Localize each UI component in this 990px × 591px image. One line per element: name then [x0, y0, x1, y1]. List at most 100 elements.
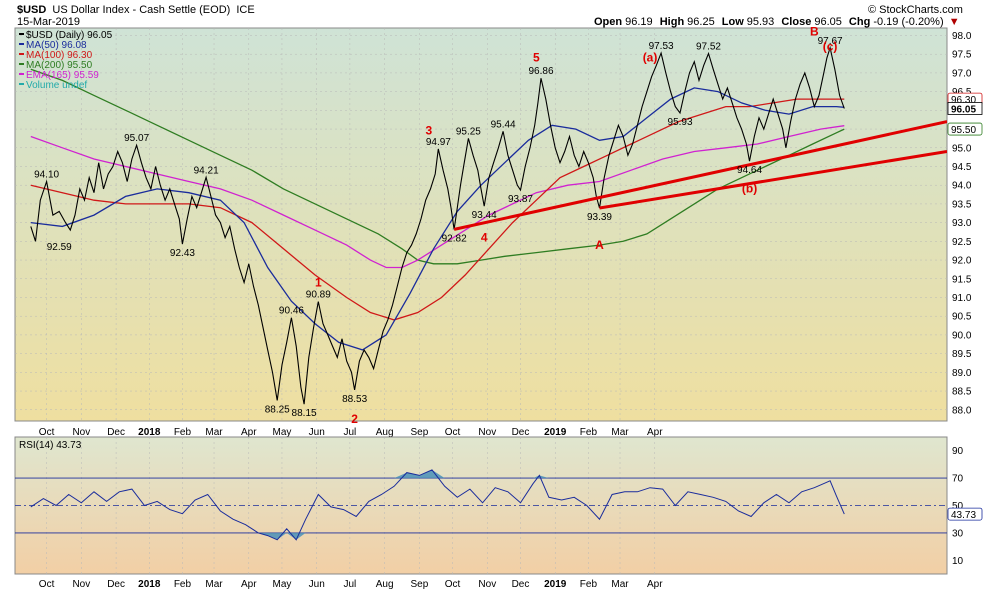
- price-y-tick: 92.5: [952, 237, 972, 248]
- price-x-tick: Dec: [512, 427, 530, 438]
- rsi-x-axis: Oct Nov Dec 2018 Feb Mar Apr May Jun Jul Aug Sep Oct…: [39, 579, 663, 590]
- rsi-y-axis: 90 70 50 30 10: [952, 446, 964, 567]
- legend-item: MA(200) 95.50: [26, 60, 93, 71]
- price-annotation: 97.52: [696, 41, 721, 52]
- rsi-line: [30, 469, 845, 541]
- watermark: © StockCharts.com: [868, 4, 963, 16]
- price-y-tick: 88.5: [952, 387, 972, 398]
- price-y-tick: 93.0: [952, 218, 972, 229]
- price-annotation: 94.21: [194, 165, 219, 176]
- price-x-tick: Nov: [72, 427, 90, 438]
- price-x-tick: 2019: [544, 427, 567, 438]
- price-annotation: 97.67: [818, 36, 843, 47]
- price-x-tick: Apr: [647, 427, 663, 438]
- price-x-tick: Nov: [478, 427, 496, 438]
- price-annotation: 92.82: [442, 233, 467, 244]
- price-y-tick: 89.0: [952, 368, 972, 379]
- wave-label: (a): [643, 51, 658, 65]
- chart-date: 15-Mar-2019: [17, 16, 80, 28]
- price-x-axis: Oct Nov Dec 2018 Feb Mar Apr May Jun Jul Aug Sep Oct…: [39, 427, 663, 438]
- chart-header: $USD US Dollar Index - Cash Settle (EOD)…: [17, 4, 963, 28]
- rsi-x-tick: Nov: [478, 579, 496, 590]
- rsi-x-tick: Apr: [241, 579, 257, 590]
- price-annotation: 88.25: [265, 404, 290, 415]
- legend-item: EMA(165) 95.59: [26, 70, 99, 81]
- svg-text:$USD US Dollar Index - C: $USD US Dollar Index - Cash Settle (EOD)…: [17, 4, 255, 16]
- price-y-tick: 89.5: [952, 349, 972, 360]
- price-y-tick: 96.5: [952, 87, 972, 98]
- price-tag-box: [947, 102, 983, 115]
- rsi-y-tick: 10: [952, 556, 964, 567]
- price-annotation: 94.64: [737, 165, 762, 176]
- wave-label: (b): [742, 182, 757, 196]
- price-annotation: 96.86: [529, 66, 554, 77]
- rsi-gridlines: [15, 437, 947, 574]
- legend-item: Volume undef: [26, 80, 87, 91]
- price-y-tick: 95.0: [952, 143, 972, 154]
- rsi-x-tick: Apr: [647, 579, 663, 590]
- price-y-tick: 94.5: [952, 162, 972, 173]
- rsi-x-tick: 2018: [138, 579, 161, 590]
- legend-item: MA(50) 96.08: [26, 40, 87, 51]
- price-y-tick: 94.0: [952, 181, 972, 192]
- wave-label: (c): [823, 39, 838, 53]
- legend-swatch: [19, 53, 24, 55]
- ohlc-readout: Open 96.19 High 96.25 Low 95.93 Close 96.05 …: [594, 16, 960, 28]
- price-y-axis: 98.097.597.096.596.095.595.094.594.093.5…: [952, 31, 972, 416]
- symbol: $USD: [17, 4, 46, 16]
- rsi-x-tick: May: [273, 579, 292, 590]
- rsi-x-tick: Mar: [205, 579, 223, 590]
- price-y-tick: 97.5: [952, 50, 972, 61]
- price-annotation: 94.97: [426, 137, 451, 148]
- price-series-layer: [30, 45, 845, 405]
- rsi-x-tick: Feb: [174, 579, 192, 590]
- price-y-tick: 92.0: [952, 256, 972, 267]
- price-annotation: 92.59: [47, 242, 72, 253]
- price-x-tick: Feb: [580, 427, 598, 438]
- price-x-tick: Mar: [611, 427, 629, 438]
- trendline-layer: [453, 120, 947, 231]
- rsi-y-tick: 90: [952, 446, 964, 457]
- rsi-x-tick: Jul: [343, 579, 356, 590]
- rsi-x-tick: 2019: [544, 579, 567, 590]
- price-annotation: 95.44: [491, 119, 516, 130]
- price-annotation: 97.53: [649, 41, 674, 52]
- price-annotation: 90.89: [306, 290, 331, 301]
- rsi-oversold-fill: [258, 532, 306, 540]
- price-x-tick: 2018: [138, 427, 161, 438]
- trendline: [599, 150, 947, 210]
- price-tag-box: [947, 122, 983, 136]
- price-x-tick: Jul: [343, 427, 356, 438]
- rsi-x-tick: Dec: [107, 579, 125, 590]
- price-annotation: 95.93: [668, 117, 693, 128]
- price-annotation: 93.44: [472, 210, 497, 221]
- rsi-y-tick: 50: [952, 501, 964, 512]
- price-y-tick: 93.5: [952, 199, 972, 210]
- price-annotation: 95.07: [124, 133, 149, 144]
- rsi-legend: RSI(14) 43.73: [19, 440, 82, 451]
- trendline: [453, 120, 947, 231]
- rsi-x-tick: Nov: [72, 579, 90, 590]
- price-annotation: 95.25: [456, 126, 481, 137]
- rsi-x-tick: Dec: [512, 579, 530, 590]
- series-ma100: [30, 98, 845, 321]
- price-annotation: 94.10: [34, 169, 59, 180]
- price-tag-label: 95.50: [951, 125, 976, 136]
- price-x-tick: Feb: [174, 427, 192, 438]
- price-annotation: 93.39: [587, 212, 612, 223]
- price-annotation: 90.46: [279, 306, 304, 317]
- rsi-tag-label: 43.73: [951, 510, 976, 521]
- wave-labels: 1 2 3 4 5 A (a) (b) B (c): [315, 24, 837, 425]
- price-y-tick: 91.5: [952, 274, 972, 285]
- exchange: ICE: [236, 4, 254, 16]
- index-name: US Dollar Index - Cash Settle (EOD): [52, 4, 230, 16]
- rsi-x-tick: Oct: [39, 579, 55, 590]
- price-x-tick: Sep: [410, 427, 428, 438]
- price-x-tick: Mar: [205, 427, 223, 438]
- price-annotation: 88.53: [342, 394, 367, 405]
- price-y-tick: 91.0: [952, 293, 972, 304]
- rsi-panel: 90 70 50 30 10 RSI(14) 43.73 43.73 Oct Nov Dec…: [14, 436, 983, 590]
